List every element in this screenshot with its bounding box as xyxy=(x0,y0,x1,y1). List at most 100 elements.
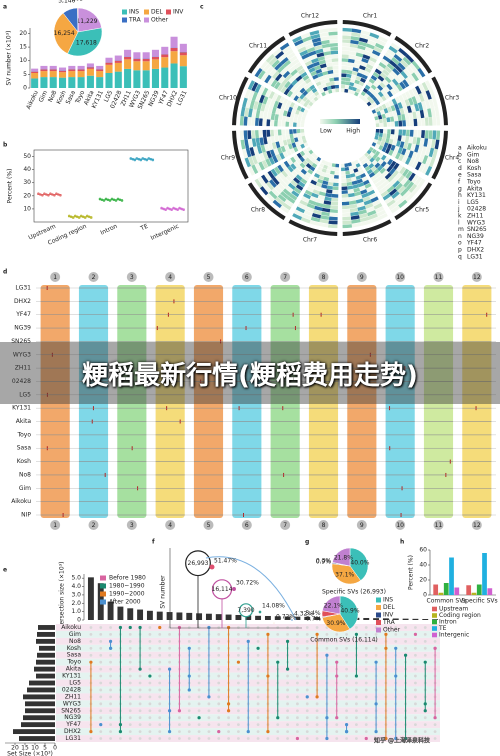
heat-cell xyxy=(361,176,368,182)
heat-cell xyxy=(366,154,372,160)
heat-cell xyxy=(278,114,283,121)
track-letter: e xyxy=(458,172,462,179)
matrix-dot-empty xyxy=(217,695,221,699)
matrix-dot-empty xyxy=(364,723,368,727)
heat-cell xyxy=(268,56,278,66)
heat-cell xyxy=(341,77,347,81)
matrix-dot-empty xyxy=(345,716,348,720)
heat-cell xyxy=(271,59,280,68)
heat-cell xyxy=(329,43,338,47)
heat-cell xyxy=(346,73,352,78)
pie-title: Specific SVs (26,993) xyxy=(322,589,386,596)
pie-slice xyxy=(77,7,79,33)
heat-cell xyxy=(281,129,286,136)
bar xyxy=(438,592,444,595)
heat-cell xyxy=(410,104,416,113)
pie-label: 21.8% xyxy=(334,554,353,561)
heat-cell xyxy=(406,142,412,151)
column-label: 12 xyxy=(473,522,481,529)
matrix-dot xyxy=(158,625,162,630)
heat-cell xyxy=(383,86,390,93)
matrix-dot xyxy=(354,674,359,678)
matrix-dot-empty xyxy=(276,723,280,727)
track-letter: n xyxy=(458,233,462,240)
heat-cell xyxy=(282,115,287,122)
matrix-dot xyxy=(335,660,339,664)
heat-cell xyxy=(344,163,349,168)
column-badge xyxy=(280,520,291,530)
matrix-dot-empty xyxy=(394,633,398,636)
heat-cell xyxy=(311,57,319,64)
heat-cell xyxy=(318,175,325,181)
pie-slice xyxy=(67,27,103,57)
matrix-dot-empty xyxy=(217,667,221,671)
x-tick-label: 15 xyxy=(21,745,29,752)
matrix-dot-empty xyxy=(207,709,211,713)
heat-cell xyxy=(262,183,272,193)
bar-segment xyxy=(114,60,122,63)
heat-cell xyxy=(366,96,372,102)
heat-cell xyxy=(330,46,338,51)
bar-segment xyxy=(31,78,39,88)
heat-cell xyxy=(368,78,376,85)
heat-cell xyxy=(358,209,367,215)
x-tick-label: 10 xyxy=(31,745,39,752)
bar-segment xyxy=(58,77,67,88)
matrix-dot-empty xyxy=(128,723,132,727)
heat-cell xyxy=(392,139,398,146)
heat-cell xyxy=(275,141,281,149)
matrix-dot-empty xyxy=(217,660,221,664)
heat-cell xyxy=(255,109,261,119)
matrix-dot-empty xyxy=(256,681,260,685)
heat-cell xyxy=(284,144,290,151)
heat-cell xyxy=(285,63,294,71)
track-letter: p xyxy=(458,247,462,254)
heat-cell xyxy=(367,39,377,46)
matrix-dot-empty xyxy=(138,674,142,678)
matrix-dot-empty xyxy=(305,660,309,664)
matrix-dot-empty xyxy=(237,688,240,692)
heat-cell xyxy=(404,99,411,107)
heat-cell xyxy=(291,170,298,177)
intersection-bar xyxy=(186,612,193,620)
x-tick-label: Gim xyxy=(38,89,50,103)
heat-cell xyxy=(291,58,300,66)
heat-cell xyxy=(421,101,427,110)
track-letter: c xyxy=(458,158,461,165)
heat-cell xyxy=(342,39,351,44)
legend-label: INS xyxy=(129,9,139,16)
row-label: Sasa xyxy=(17,445,32,452)
legend-label: 1980~1990 xyxy=(109,583,145,590)
matrix-dot-empty xyxy=(305,667,309,671)
heat-cell xyxy=(286,111,292,118)
matrix-dot-empty xyxy=(99,667,103,671)
bar-segment xyxy=(179,43,187,52)
bar-segment xyxy=(86,63,94,67)
matrix-dot xyxy=(266,729,270,734)
bar-segment xyxy=(151,59,160,69)
matrix-dot-empty xyxy=(148,667,152,671)
heat-cell xyxy=(354,191,362,197)
heat-cell xyxy=(350,173,356,178)
heat-cell xyxy=(375,123,380,128)
bar-segment xyxy=(124,68,132,88)
heat-cell xyxy=(425,156,432,166)
heat-cell xyxy=(269,99,276,107)
heat-cell xyxy=(321,67,328,72)
heat-cell xyxy=(327,70,334,75)
matrix-dot-empty xyxy=(286,716,289,720)
row-label: LG31 xyxy=(15,285,31,292)
matrix-dot-empty xyxy=(187,639,191,643)
matrix-dot-empty xyxy=(256,695,260,699)
chromosome-label: Chr7 xyxy=(303,237,317,244)
matrix-dot-empty xyxy=(168,626,171,629)
chromosome-column xyxy=(385,285,415,518)
matrix-dot-empty xyxy=(148,660,152,664)
heat-cell xyxy=(361,154,367,160)
heat-cell xyxy=(382,170,389,177)
heat-cell xyxy=(315,202,324,208)
matrix-dot-empty xyxy=(364,709,368,713)
matrix-dot-empty xyxy=(355,681,358,685)
heat-cell xyxy=(282,98,289,105)
row-label: Aikoku xyxy=(11,498,31,505)
